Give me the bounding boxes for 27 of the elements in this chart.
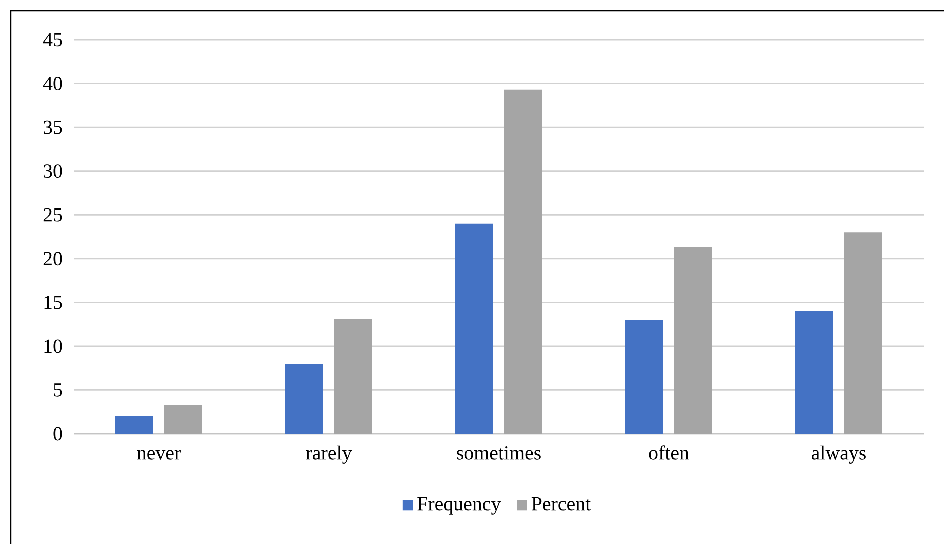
y-tick-label: 15	[44, 296, 62, 310]
x-tick-label: rarely	[306, 446, 352, 464]
y-tick-label: 10	[44, 340, 62, 354]
x-tick-label: never	[137, 450, 181, 460]
y-tick-label: 5	[54, 384, 62, 397]
y-tick-label: 25	[44, 208, 62, 222]
bar	[674, 248, 712, 434]
y-tick-label: 30	[44, 164, 62, 178]
bar	[796, 311, 834, 434]
legend-label: Percent	[532, 498, 592, 511]
bar	[164, 405, 202, 434]
x-tick-label: sometimes	[457, 446, 541, 460]
bar	[116, 416, 154, 434]
y-tick-label: 0	[54, 427, 62, 441]
bar	[504, 90, 542, 434]
y-tick-label: 35	[44, 120, 62, 134]
bar	[334, 319, 372, 434]
y-tick-label: 40	[43, 77, 62, 90]
x-tick-label: often	[649, 446, 690, 460]
bar	[456, 224, 494, 434]
y-tick-label: 20	[44, 252, 62, 266]
x-tick-label: always	[812, 446, 866, 464]
bar	[286, 364, 324, 434]
legend-label: Frequency	[418, 498, 502, 515]
y-tick-label: 45	[43, 33, 62, 47]
bar	[626, 320, 664, 434]
bar	[844, 232, 882, 434]
